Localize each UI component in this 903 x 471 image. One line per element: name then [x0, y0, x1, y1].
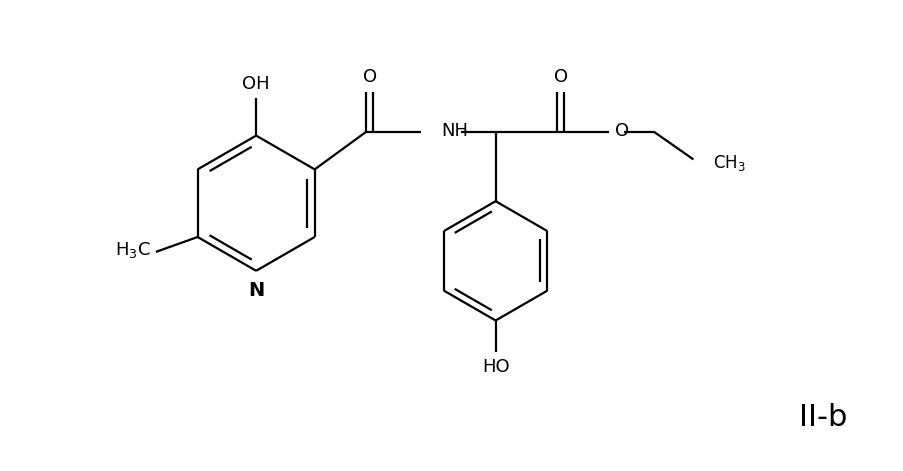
Text: OH: OH [242, 75, 270, 93]
Text: O: O [615, 122, 628, 139]
Text: H$_3$C: H$_3$C [115, 240, 151, 260]
Text: O: O [363, 68, 377, 86]
Text: II-b: II-b [797, 404, 846, 432]
Text: N: N [247, 281, 264, 300]
Text: O: O [554, 68, 568, 86]
Text: HO: HO [481, 358, 509, 376]
Text: CH$_3$: CH$_3$ [712, 154, 745, 173]
Text: NH: NH [441, 122, 468, 139]
